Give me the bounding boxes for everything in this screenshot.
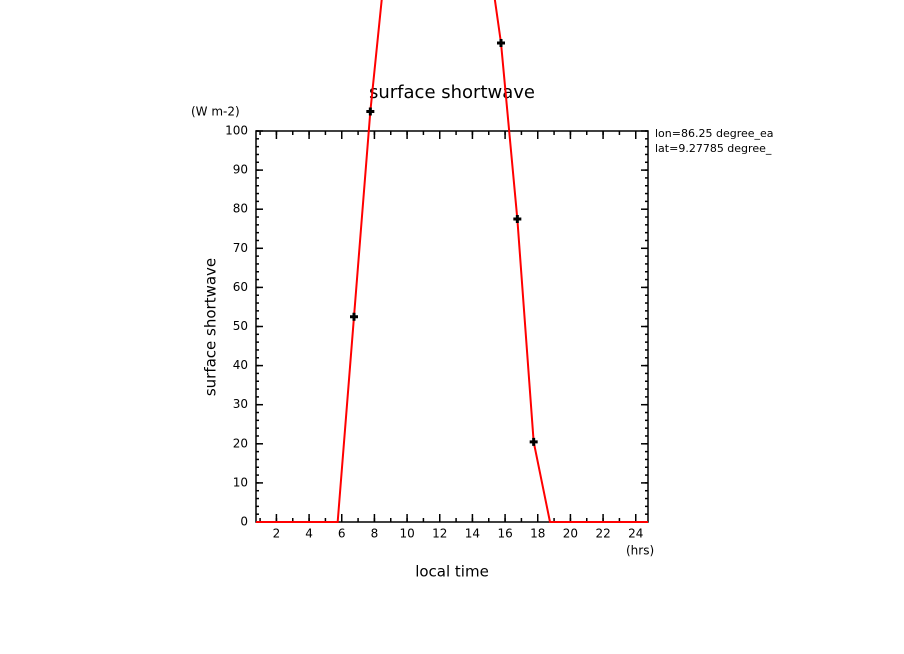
- plot-frame: [255, 130, 649, 523]
- x-tick-label: 24: [628, 527, 643, 541]
- y-axis-label: surface shortwave: [202, 258, 220, 396]
- x-tick-label: 16: [497, 527, 512, 541]
- y-tick-label: 50: [233, 319, 248, 333]
- chart-title: surface shortwave: [369, 82, 535, 103]
- annotation: lon=86.25 degree_ea: [655, 127, 774, 140]
- y-tick-label: 30: [233, 397, 248, 411]
- y-tick-label: 70: [233, 241, 248, 255]
- y-tick-label: 60: [233, 280, 248, 294]
- y-tick-label: 10: [233, 475, 248, 489]
- y-tick-label: 100: [225, 124, 248, 138]
- data-marker: [497, 39, 505, 48]
- y-units: (W m-2): [191, 105, 240, 119]
- x-units: (hrs): [626, 544, 654, 558]
- x-tick-label: 12: [432, 527, 447, 541]
- y-tick-label: 90: [233, 163, 248, 177]
- annotation: lat=9.27785 degree_: [655, 142, 772, 155]
- x-tick-label: 10: [399, 527, 414, 541]
- data-marker: [513, 214, 522, 223]
- x-tick-label: 8: [371, 527, 379, 541]
- data-line: [256, 0, 648, 523]
- x-axis-label: local time: [415, 563, 489, 581]
- x-tick-label: 14: [465, 527, 480, 541]
- y-tick-label: 20: [233, 436, 248, 450]
- x-tick-label: 20: [563, 527, 578, 541]
- x-tick-label: 22: [595, 527, 610, 541]
- y-tick-label: 40: [233, 358, 248, 372]
- data-marker: [529, 437, 538, 446]
- x-tick-label: 6: [338, 527, 346, 541]
- x-tick-label: 2: [273, 527, 281, 541]
- y-tick-label: 80: [233, 202, 248, 216]
- data-marker: [366, 107, 375, 116]
- x-tick-label: 18: [530, 527, 545, 541]
- x-tick-label: 4: [305, 527, 313, 541]
- data-marker: [350, 312, 358, 321]
- y-tick-label: 0: [240, 515, 248, 529]
